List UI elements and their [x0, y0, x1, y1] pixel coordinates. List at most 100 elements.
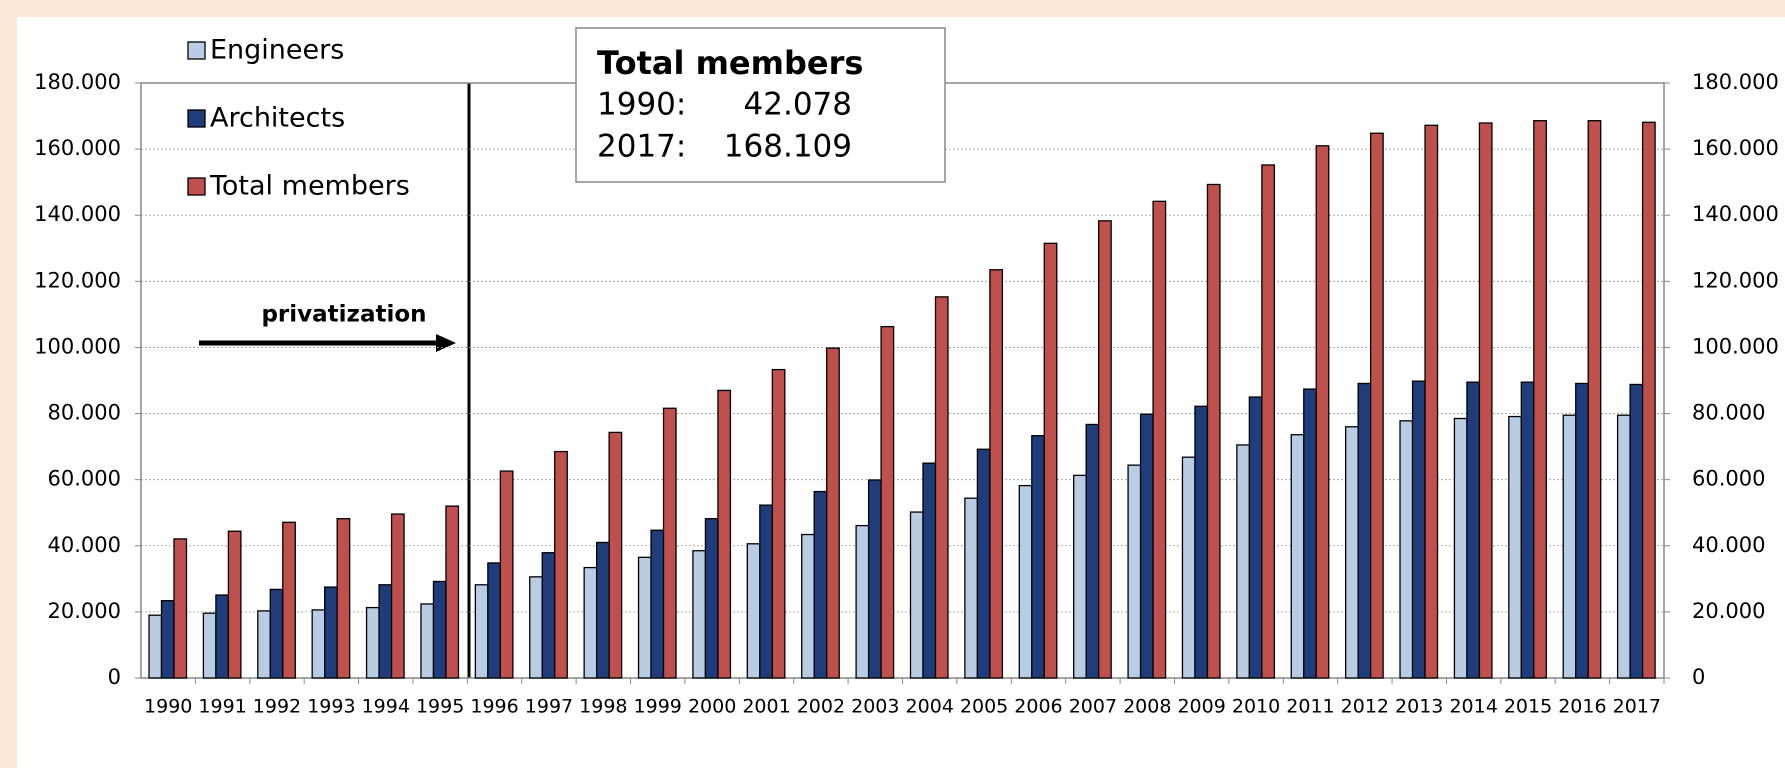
info-box-value: 42.078 [744, 87, 852, 123]
x-tick-label: 2004 [906, 696, 954, 718]
x-tick-label: 2011 [1286, 696, 1334, 718]
bar [801, 533, 815, 679]
y2-tick-label: 120.000 [1692, 268, 1779, 292]
bar [1533, 120, 1547, 679]
legend-swatch [187, 109, 206, 128]
bar [529, 576, 543, 679]
y-tick-label: 60.000 [48, 467, 121, 491]
bar [1018, 484, 1033, 679]
bar [771, 368, 786, 679]
x-tick-label: 2013 [1395, 696, 1443, 718]
bar [1478, 122, 1493, 679]
bar [1248, 396, 1263, 679]
bar [445, 505, 460, 679]
annotation: privatization [261, 302, 426, 328]
x-tick-label: 1994 [362, 696, 410, 718]
x-tick-label: 2017 [1613, 696, 1661, 718]
bar [1181, 456, 1196, 679]
bar [487, 562, 502, 679]
bar [1466, 381, 1481, 679]
x-tick-label: 2005 [960, 696, 1008, 718]
info-box-value: 168.109 [724, 129, 852, 165]
x-tick-label: 1997 [525, 696, 573, 718]
x-tick-label: 2002 [797, 696, 845, 718]
bar [1357, 382, 1372, 679]
x-tick-label: 2012 [1341, 696, 1389, 718]
x-tick-label: 2010 [1232, 696, 1280, 718]
legend-swatch [187, 177, 206, 196]
bar [1411, 380, 1426, 679]
bar [1562, 414, 1577, 679]
y-tick-label: 180.000 [34, 70, 121, 94]
info-box [575, 27, 946, 183]
x-tick-label: 1999 [634, 696, 682, 718]
x-tick-label: 2007 [1069, 696, 1117, 718]
bar [160, 600, 175, 679]
y2-tick-label: 80.000 [1692, 401, 1765, 425]
bar [499, 470, 514, 679]
x-tick-label: 2000 [688, 696, 736, 718]
bar [1290, 434, 1305, 679]
legend-label: Total members [209, 171, 410, 202]
bar [336, 518, 351, 679]
bar [1098, 220, 1112, 679]
bar [311, 609, 326, 679]
bar [1587, 120, 1602, 679]
bar [909, 511, 924, 679]
bar [1369, 132, 1384, 679]
bar [1424, 124, 1439, 679]
info-box-year: 1990: [597, 87, 686, 123]
x-tick-label: 2015 [1504, 696, 1552, 718]
bar [976, 448, 991, 679]
y2-tick-label: 40.000 [1692, 533, 1765, 557]
bar [1127, 464, 1142, 679]
y-tick-label: 20.000 [48, 599, 121, 623]
bar [432, 580, 447, 679]
bar [813, 490, 828, 679]
bar [595, 541, 610, 679]
bar [826, 347, 840, 679]
bar [1641, 121, 1656, 679]
bar [1508, 415, 1522, 679]
info-box-year: 2017: [597, 129, 686, 165]
x-tick-label: 1991 [198, 696, 246, 718]
x-tick-label: 2003 [851, 696, 899, 718]
bar [554, 450, 568, 679]
bar [867, 479, 882, 679]
y-tick-label: 0 [108, 665, 121, 689]
bar [759, 504, 773, 679]
bar [650, 529, 665, 679]
bar [1152, 200, 1167, 679]
bar [662, 407, 677, 679]
y-tick-label: 40.000 [48, 533, 121, 557]
bar [922, 462, 937, 679]
legend-label: Engineers [210, 35, 344, 66]
bar [1261, 164, 1276, 679]
bar [420, 603, 435, 679]
x-tick-label: 1995 [416, 696, 464, 718]
bar [1616, 414, 1631, 679]
bar [637, 556, 652, 679]
x-tick-label: 1992 [253, 696, 301, 718]
bar [282, 521, 296, 679]
bar [541, 552, 556, 679]
bar [269, 588, 284, 679]
x-tick-label: 2006 [1014, 696, 1062, 718]
y2-tick-label: 100.000 [1692, 334, 1779, 358]
y-tick-label: 160.000 [34, 136, 121, 160]
y2-tick-label: 20.000 [1692, 599, 1765, 623]
y-tick-label: 120.000 [34, 268, 121, 292]
y2-tick-label: 140.000 [1692, 202, 1779, 226]
bar [227, 530, 242, 679]
bar [257, 610, 271, 679]
y-tick-label: 140.000 [34, 202, 121, 226]
bar [1520, 381, 1535, 679]
bar [583, 566, 598, 679]
bar [390, 513, 405, 679]
bar [474, 584, 489, 679]
x-tick-label: 1998 [579, 696, 627, 718]
bar [934, 296, 949, 679]
bar [1139, 413, 1154, 679]
bar [1194, 405, 1209, 679]
